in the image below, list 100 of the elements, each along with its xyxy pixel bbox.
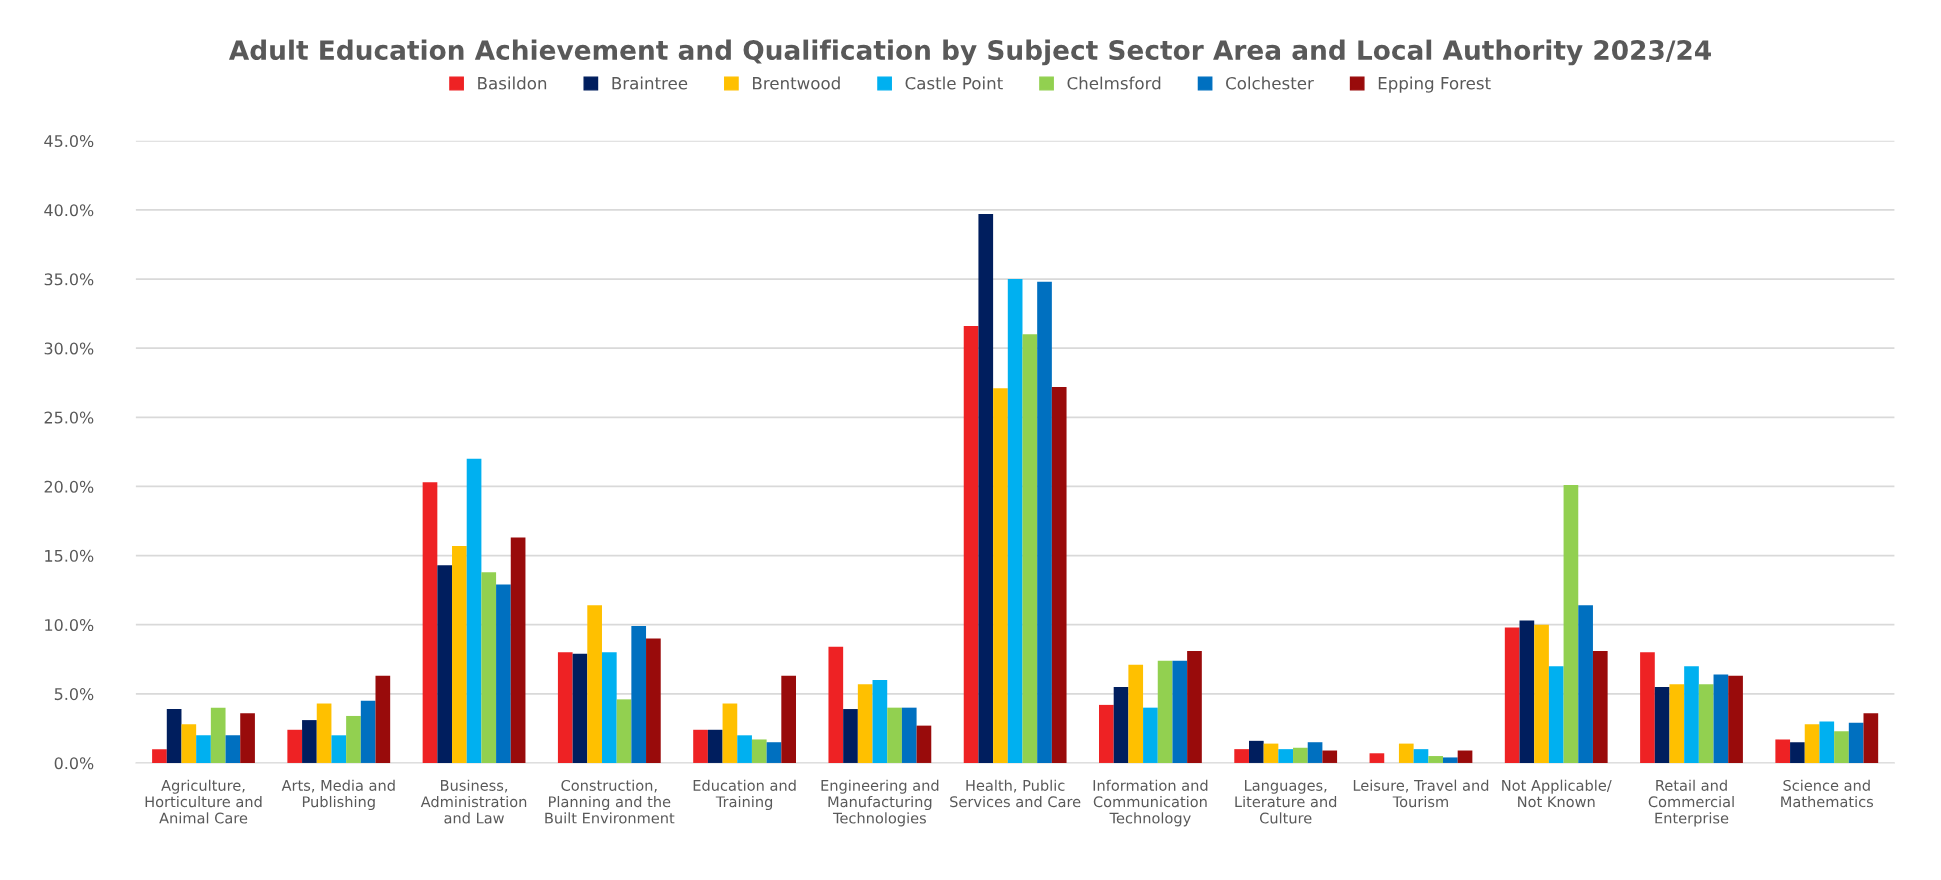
bar <box>1157 660 1173 763</box>
bar <box>302 720 317 763</box>
bar <box>466 458 482 763</box>
bar <box>1293 747 1308 763</box>
bar <box>781 675 796 763</box>
bar <box>452 545 467 763</box>
bar <box>331 735 347 763</box>
bar <box>1775 739 1791 763</box>
bar <box>646 638 661 763</box>
bar <box>887 707 902 763</box>
bar <box>1578 605 1593 763</box>
x-tick-label: Retail and Commercial Enterprise <box>1648 779 1734 827</box>
bar <box>181 724 197 763</box>
x-tick-label: Engineering and Manufacturing Technologies <box>821 779 939 827</box>
bar <box>210 707 226 763</box>
bar <box>1592 650 1608 763</box>
bar <box>1128 664 1144 763</box>
bar <box>1099 704 1114 763</box>
bar <box>978 214 994 763</box>
y-tick-label: 15.0% <box>45 549 94 562</box>
x-tick-label: Business, Administration and Law <box>420 779 527 824</box>
bar <box>1187 650 1202 763</box>
legend-label: Epping Forest <box>1378 76 1491 93</box>
x-tick-label: Construction, Planning and the Built Environment <box>545 779 675 824</box>
bar <box>587 605 602 763</box>
bar <box>196 735 211 763</box>
bar <box>510 537 526 763</box>
x-tick-label: Leisure, Travel and Tourism <box>1353 779 1489 808</box>
x-tick-label: Health, Public Services and Care <box>950 779 1081 808</box>
bar <box>843 709 858 763</box>
bar <box>1563 485 1579 763</box>
bar <box>1519 620 1535 763</box>
bar <box>316 703 332 763</box>
bar <box>1819 721 1835 763</box>
bar <box>1051 386 1067 763</box>
bar <box>346 715 361 763</box>
bar <box>1248 740 1264 763</box>
y-tick-label: 45.0% <box>44 135 94 148</box>
bar <box>828 646 844 763</box>
y-tick-label: 25.0% <box>44 411 94 424</box>
bar <box>1369 753 1385 763</box>
bar <box>766 742 782 763</box>
chart-title: Adult Education Achievement and Qualification by Subject Sector Area and Local Authority 2023/24 <box>228 39 1711 66</box>
bar <box>1007 279 1023 763</box>
bar <box>1113 686 1129 763</box>
legend-label: Braintree <box>612 76 688 90</box>
y-tick-label: 35.0% <box>44 273 94 286</box>
bar <box>1307 742 1323 763</box>
x-tick-label: Languages, Literature and Culture <box>1235 780 1337 824</box>
bar <box>375 675 391 763</box>
bar <box>1548 666 1564 763</box>
bar <box>1172 660 1188 763</box>
bar <box>557 652 573 763</box>
bar <box>722 703 738 763</box>
bar <box>422 482 438 763</box>
bar <box>1654 686 1670 763</box>
y-tick-label: 5.0% <box>54 688 94 701</box>
bar <box>1442 757 1458 763</box>
bar <box>1848 722 1864 763</box>
bar <box>1713 674 1729 763</box>
legend-label: Brentwood <box>753 76 840 90</box>
bar <box>1804 724 1820 763</box>
bar <box>1428 756 1443 763</box>
bar <box>707 729 723 763</box>
y-tick-label: 20.0% <box>44 480 94 493</box>
x-tick-label: Information and Communication Technology <box>1093 779 1208 827</box>
bar <box>572 653 588 763</box>
bar <box>1669 684 1685 763</box>
bar <box>1684 666 1699 763</box>
bar <box>751 739 767 763</box>
bar <box>287 729 303 763</box>
bar <box>916 725 932 763</box>
bar <box>1322 750 1338 763</box>
y-tick-label: 0.0% <box>54 757 94 770</box>
bar <box>601 652 617 763</box>
bar <box>1640 652 1655 763</box>
bar <box>152 749 167 763</box>
bar <box>1534 624 1549 763</box>
bar <box>1698 684 1714 763</box>
legend-label: Basildon <box>478 76 547 90</box>
legend-label: Castle Point <box>905 76 1003 90</box>
bar <box>1790 742 1805 763</box>
bar <box>496 584 511 763</box>
bar <box>993 388 1008 763</box>
bar <box>1234 749 1249 763</box>
bar <box>1398 743 1414 763</box>
legend-label: Colchester <box>1226 76 1314 90</box>
bar <box>616 699 632 763</box>
x-tick-label: Not Applicable/ Not Known <box>1502 779 1612 808</box>
bar <box>1037 281 1052 763</box>
bar <box>1278 749 1294 763</box>
bar <box>857 684 873 763</box>
bar <box>1863 713 1879 763</box>
bar <box>360 700 376 763</box>
bar <box>631 626 647 763</box>
bar <box>240 713 255 763</box>
y-tick-label: 40.0% <box>44 204 94 217</box>
bar <box>1413 749 1429 763</box>
bar <box>1022 334 1038 763</box>
bar <box>1457 750 1473 763</box>
